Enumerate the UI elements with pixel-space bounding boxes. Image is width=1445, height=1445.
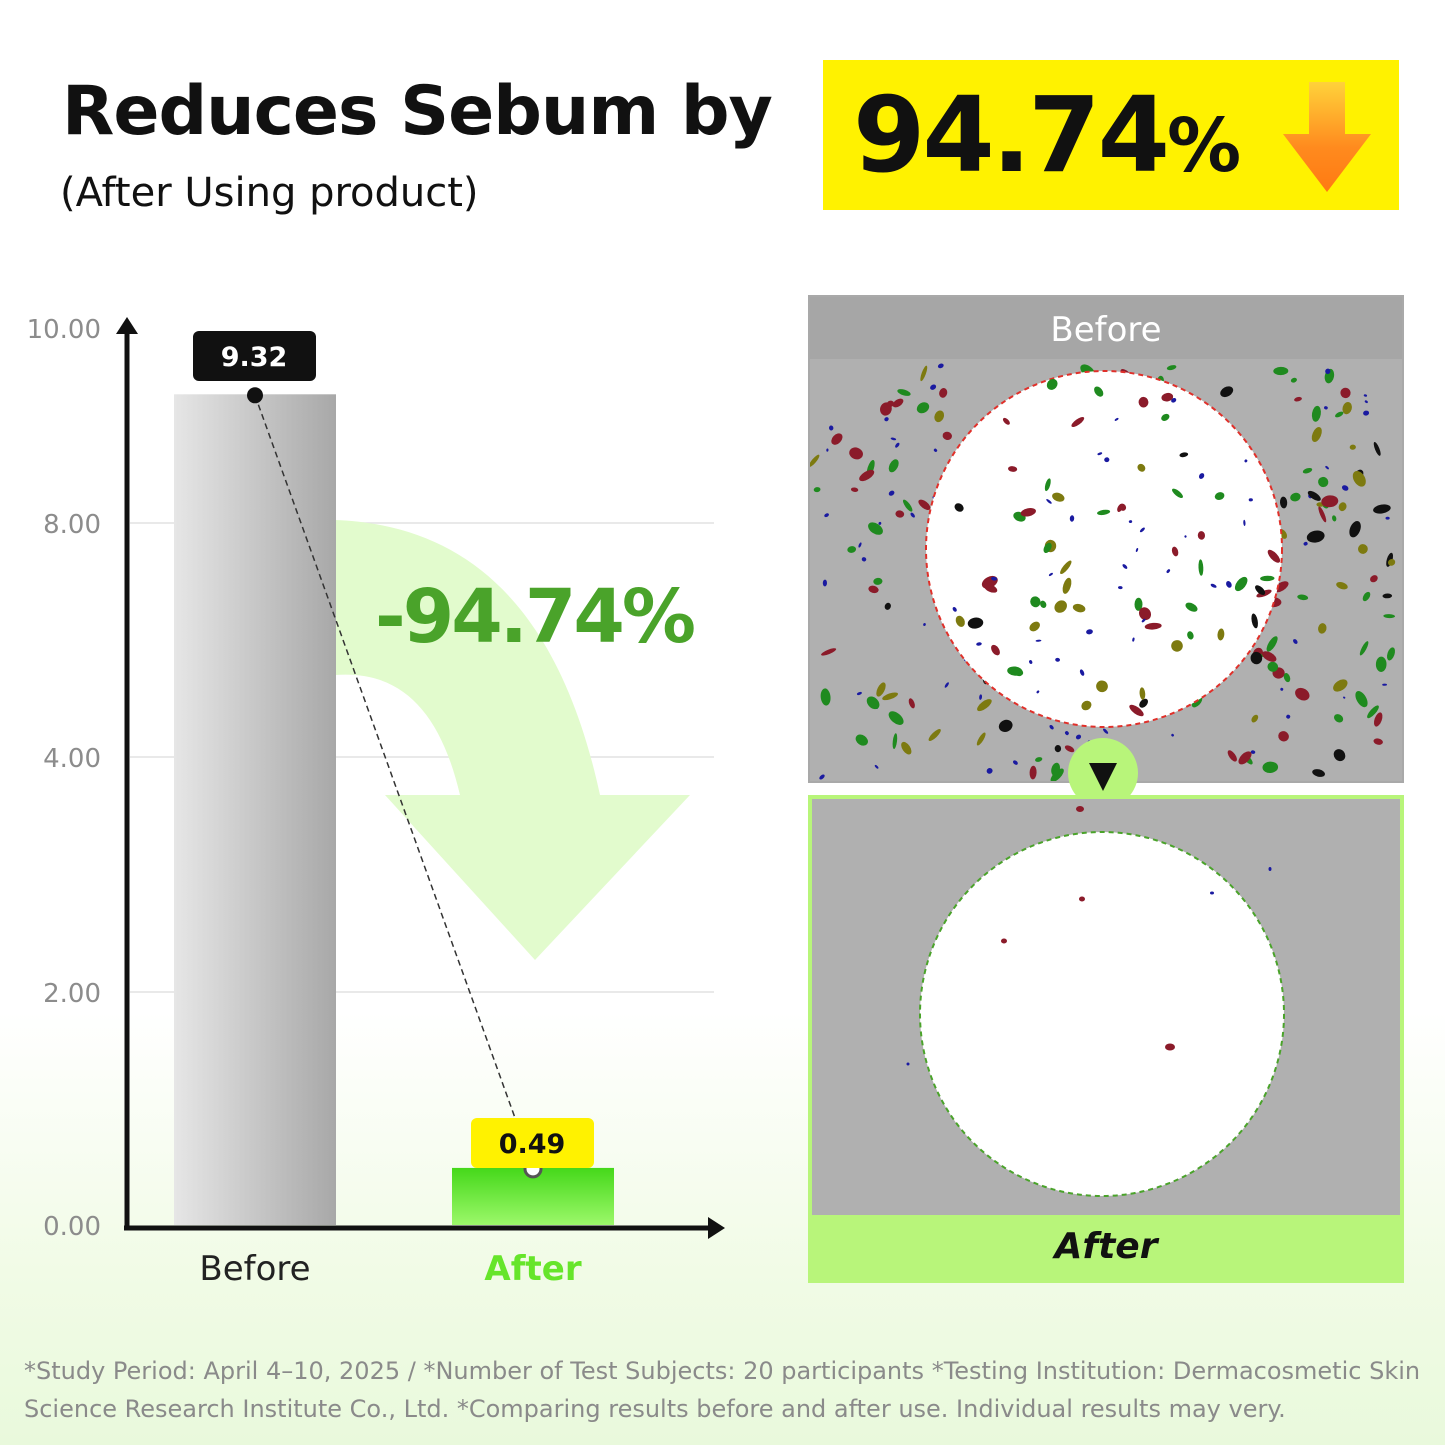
- y-tick-label: 4.00: [43, 744, 101, 774]
- arrow-down-icon: [1283, 82, 1371, 192]
- chevron-down-icon: [1089, 763, 1117, 791]
- y-tick-label: 0.00: [43, 1212, 101, 1242]
- x-axis-labels: Before After: [199, 1249, 581, 1289]
- decrease-arrow-shape: [335, 520, 690, 960]
- data-point-before: [247, 387, 263, 404]
- y-tick-label: 8.00: [43, 510, 101, 540]
- value-label-box: [193, 331, 316, 381]
- value-labels: 9.32 0.49: [193, 331, 594, 1168]
- trend-line: [254, 395, 534, 1169]
- footnote: *Study Period: April 4–10, 2025 / *Numbe…: [24, 1357, 1421, 1423]
- y-tick-label: 10.00: [27, 315, 101, 345]
- before-panel-label: Before: [810, 297, 1402, 359]
- highlight-percent: %: [1166, 103, 1242, 189]
- bar-before: [174, 394, 336, 1225]
- x-axis-arrow-icon: [708, 1217, 725, 1239]
- y-axis-arrow-icon: [116, 317, 138, 334]
- change-annotation: -94.74%: [375, 574, 694, 660]
- before-image-panel: Before: [808, 295, 1404, 783]
- y-axis-ticks: 0.00 2.00 4.00 8.00 10.00: [27, 315, 101, 1242]
- x-tick-label: Before: [199, 1249, 310, 1289]
- highlight-value: 94.74%: [853, 74, 1241, 196]
- subheadline: (After Using product): [60, 170, 479, 216]
- after-panel-label: After: [812, 1215, 1400, 1279]
- after-skin-analysis-image: [906, 806, 1285, 1197]
- x-tick-label: After: [484, 1249, 581, 1289]
- value-label: 0.49: [499, 1129, 566, 1160]
- after-image-panel: After: [808, 795, 1404, 1283]
- value-label: 9.32: [221, 342, 288, 373]
- highlight-box: 94.74%: [823, 60, 1399, 210]
- value-label-box: [471, 1118, 594, 1168]
- bars: [174, 394, 614, 1225]
- bar-chart: 0.00 2.00 4.00 8.00 10.00 Before After 9.32 0.…: [27, 315, 725, 1289]
- before-skin-analysis-image: [810, 363, 1396, 781]
- highlight-number: 94.74: [853, 74, 1170, 196]
- headline: Reduces Sebum by: [62, 72, 773, 151]
- y-tick-label: 2.00: [43, 979, 101, 1009]
